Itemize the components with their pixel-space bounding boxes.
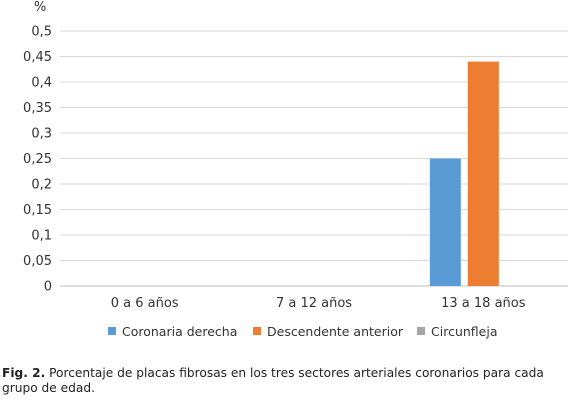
y-tick-label: 0,25	[23, 152, 52, 167]
legend-swatch	[108, 327, 116, 335]
category-label: 13 a 18 años	[441, 296, 526, 311]
bar-chart: % 0 0,05 0,1 0,15 0,2 0,25 0,3 0,35 0,4 0,45 0,5 0…	[23, 0, 568, 339]
y-tick-label: 0,05	[23, 254, 52, 269]
category-labels: 0 a 6 años 7 a 12 años 13 a 18 años	[111, 296, 526, 311]
y-tick-label: 0,1	[31, 229, 52, 244]
figure-caption: Fig. 2. Porcentaje de placas fibrosas en…	[2, 366, 576, 396]
figure-caption-label: Fig. 2.	[2, 366, 46, 380]
figure-caption-text: Porcentaje de placas fibrosas en los tre…	[2, 366, 544, 395]
legend-swatch	[417, 327, 425, 335]
bars	[429, 61, 499, 286]
y-tick-label: 0,45	[23, 50, 52, 65]
y-tick-label: 0,35	[23, 101, 52, 116]
legend-swatch	[253, 327, 261, 335]
y-tick-labels: 0 0,05 0,1 0,15 0,2 0,25 0,3 0,35 0,4 0,45 0,5	[23, 25, 52, 295]
legend-label: Circunfleja	[431, 324, 497, 339]
category-label: 7 a 12 años	[276, 296, 352, 311]
y-tick-label: 0,2	[31, 178, 52, 193]
gridlines	[60, 30, 568, 287]
y-tick-label: 0,5	[31, 25, 52, 40]
y-tick-label: 0,4	[31, 76, 52, 91]
y-tick-label: 0,3	[31, 127, 52, 142]
legend-label: Descendente anterior	[267, 324, 404, 339]
y-tick-label: 0	[44, 280, 52, 295]
legend-label: Coronaria derecha	[122, 324, 237, 339]
category-label: 0 a 6 años	[111, 296, 179, 311]
bar-1-3	[429, 158, 461, 286]
legend: Coronaria derecha Descendente anterior Cir…	[108, 324, 497, 339]
bar-2-3	[467, 61, 499, 286]
y-tick-label: 0,15	[23, 203, 52, 218]
y-axis-unit-label: %	[34, 0, 46, 15]
